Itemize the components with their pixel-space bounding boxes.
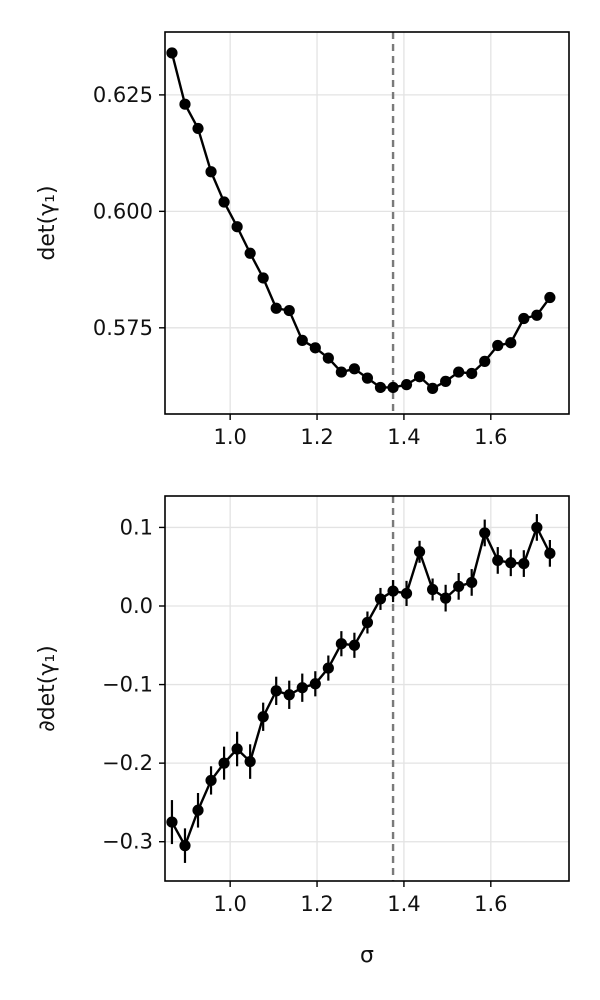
x-tick-label: 1.4 xyxy=(387,892,420,916)
x-tick-label: 1.6 xyxy=(474,425,507,449)
series-line xyxy=(170,52,551,390)
data-point xyxy=(440,592,452,604)
data-point xyxy=(205,774,217,787)
data-point xyxy=(335,366,347,378)
y-axis-label: det(γ₁) xyxy=(35,185,60,260)
data-point xyxy=(179,98,191,110)
data-point xyxy=(270,685,282,697)
y-tick-label: −0.1 xyxy=(102,673,153,697)
data-point xyxy=(244,755,256,768)
y-tick-label: −0.2 xyxy=(102,751,153,775)
y-tick-label: 0.0 xyxy=(120,594,153,618)
data-point xyxy=(400,379,413,391)
data-point xyxy=(257,711,269,723)
data-point xyxy=(231,221,243,233)
plot-frame xyxy=(164,495,570,882)
y-tick-label: 0.625 xyxy=(93,83,153,107)
data-point xyxy=(387,585,399,597)
data-point xyxy=(335,638,347,650)
data-point xyxy=(296,334,308,346)
data-point xyxy=(244,247,256,259)
data-point xyxy=(466,576,478,589)
x-tick-label: 1.6 xyxy=(474,892,507,916)
data-point xyxy=(492,554,504,567)
data-point xyxy=(361,372,374,384)
y-axis-label: ∂det(γ₁) xyxy=(35,645,60,732)
data-point xyxy=(479,527,491,539)
data-point xyxy=(505,337,517,349)
y-tick-label: 0.1 xyxy=(120,515,153,539)
data-point xyxy=(413,546,426,558)
data-point xyxy=(466,367,478,380)
data-point xyxy=(544,291,556,304)
bottom-panel: 1.0 1.2 1.4 1.6 −0.3 −0.2 −0.1 0.0 0.1 ∂det(γ₁) σ xyxy=(35,495,570,968)
data-point xyxy=(322,662,334,674)
data-point xyxy=(492,339,504,352)
data-point xyxy=(348,639,361,651)
y-tick-label: −0.3 xyxy=(102,830,153,854)
data-point xyxy=(231,743,243,755)
data-point xyxy=(348,363,361,375)
data-point xyxy=(205,166,217,178)
data-point xyxy=(505,557,517,569)
data-point xyxy=(218,757,230,769)
data-point xyxy=(426,583,439,596)
x-tick-label: 1.0 xyxy=(213,892,246,916)
data-point xyxy=(283,304,295,317)
x-tick-label: 1.0 xyxy=(213,425,246,449)
data-point xyxy=(453,580,465,592)
data-point xyxy=(283,689,295,701)
data-point xyxy=(218,196,230,208)
data-point xyxy=(518,557,530,570)
data-point xyxy=(361,616,374,629)
data-point xyxy=(166,47,178,59)
data-point xyxy=(453,366,465,378)
data-point xyxy=(518,312,530,325)
data-point xyxy=(309,678,321,690)
x-tick-label: 1.4 xyxy=(387,425,420,449)
y-tick-label: 0.600 xyxy=(93,199,153,223)
data-point xyxy=(257,272,269,284)
data-point xyxy=(192,804,204,816)
data-point xyxy=(374,593,387,605)
x-axis-label: σ xyxy=(360,943,374,968)
data-point xyxy=(544,547,556,559)
data-point xyxy=(400,587,413,600)
data-point xyxy=(531,309,543,321)
data-point xyxy=(531,521,543,534)
plot-frame xyxy=(164,31,570,415)
data-point xyxy=(309,342,321,354)
data-point xyxy=(179,840,191,852)
data-point xyxy=(270,302,282,314)
x-tick-label: 1.2 xyxy=(300,425,333,449)
data-point xyxy=(322,352,334,364)
data-point xyxy=(166,816,178,828)
x-tick-label: 1.2 xyxy=(300,892,333,916)
data-point xyxy=(479,355,491,367)
data-point xyxy=(296,682,308,694)
data-point xyxy=(374,381,387,394)
series-line xyxy=(170,526,551,847)
data-point xyxy=(192,122,204,135)
data-point xyxy=(426,382,439,394)
data-point xyxy=(440,375,452,387)
data-point xyxy=(413,371,426,383)
top-panel: 1.0 1.2 1.4 1.6 0.575 0.600 0.625 det(γ₁) xyxy=(35,31,570,449)
data-point xyxy=(387,381,399,394)
y-tick-label: 0.575 xyxy=(93,316,153,340)
